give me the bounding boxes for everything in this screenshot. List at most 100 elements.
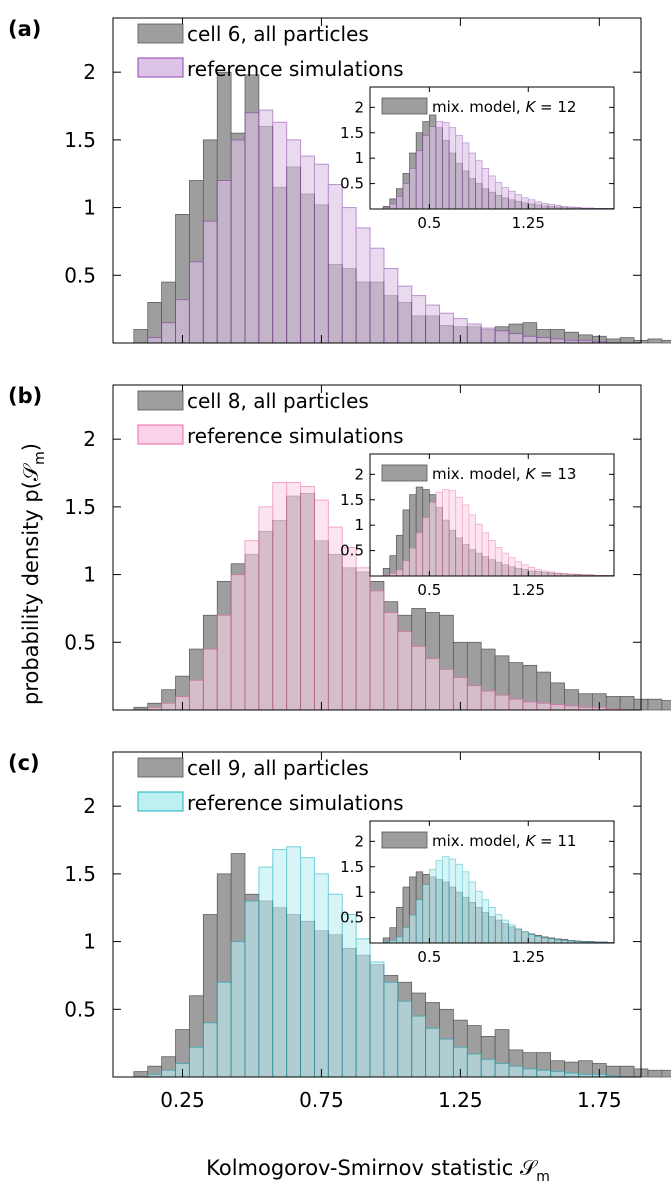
inset-reference-bars-bar xyxy=(468,881,476,944)
inset-reference-bars-bar xyxy=(435,860,443,944)
reference-bars-bar xyxy=(202,1022,218,1078)
empirical-bars-bar xyxy=(619,696,635,711)
inset-reference-bars-bar xyxy=(488,175,496,210)
reference-bars-bar xyxy=(466,323,482,344)
plot-frame xyxy=(112,17,642,344)
inset-y-tick-label: 1.5 xyxy=(340,858,364,876)
inset-reference-bars-bar xyxy=(429,501,437,577)
reference-bars-bar xyxy=(564,705,579,711)
reference-bars-bar xyxy=(369,961,385,1078)
reference-bars-bar xyxy=(327,184,343,344)
y-tick-label: 2 xyxy=(83,60,96,84)
inset-reference-bars-bar xyxy=(455,496,463,577)
plot-frame xyxy=(112,751,642,1078)
empirical-bars-bar xyxy=(661,700,671,711)
inset-reference-bars-bar xyxy=(402,927,410,944)
inset-reference-bars-bar xyxy=(409,547,417,577)
inset-y-tick-label: 1 xyxy=(354,883,364,901)
panel-label: (a) xyxy=(8,17,41,41)
inset-x-tick-label: 0.5 xyxy=(417,581,441,599)
inset: 0.5 1 1.5 2 0.5 1.25 mix. model, K = 12 xyxy=(340,86,615,232)
inset-reference-bars-bar xyxy=(435,491,443,577)
inset-reference-bars-bar xyxy=(455,863,463,944)
y-tick-label: 1.5 xyxy=(64,495,96,519)
inset-reference-bars-bar xyxy=(521,931,529,944)
reference-bars-bar xyxy=(230,941,246,1078)
reference-bars-bar xyxy=(397,1000,413,1078)
inset-y-tick-label: 1.5 xyxy=(340,491,364,509)
inset-reference-bars-bar xyxy=(415,899,424,944)
inset-reference-bars-bar xyxy=(396,569,404,577)
reference-bars-bar xyxy=(508,333,524,344)
inset-x-tick-label: 1.25 xyxy=(512,214,545,232)
reference-bars-bar xyxy=(300,155,315,344)
inset-reference-bars-bar xyxy=(475,890,483,944)
legend-swatch-reference xyxy=(137,57,184,78)
reference-bars-bar xyxy=(216,981,232,1078)
inset-y-tick-label: 1 xyxy=(354,149,364,167)
reference-bars-bar xyxy=(425,304,441,344)
inset-reference-bars-bar xyxy=(508,190,516,210)
inset-reference-bars-bar xyxy=(455,134,463,210)
inset-reference-bars-bar xyxy=(494,182,503,210)
reference-bars-bar xyxy=(383,612,399,711)
inset-reference-bars-bar xyxy=(409,914,417,944)
reference-bars-bar xyxy=(286,482,302,711)
inset-reference-bars-bar xyxy=(442,489,450,577)
inset-reference-bars-bar xyxy=(461,142,470,210)
reference-bars-bar xyxy=(480,690,496,711)
reference-bars-bar xyxy=(355,567,371,711)
reference-bars-bar xyxy=(341,547,357,711)
y-tick-label: 1 xyxy=(83,930,96,954)
empirical-bars-bar xyxy=(647,698,663,711)
inset-reference-bars-bar xyxy=(481,899,490,944)
reference-bars-bar xyxy=(439,1038,454,1078)
inset-reference-bars-bar xyxy=(442,122,450,210)
y-tick-label: 2 xyxy=(83,427,96,451)
legend-label-reference: reference simulations xyxy=(187,424,404,448)
reference-bars-bar xyxy=(411,645,427,711)
y-tick-label: 1 xyxy=(83,563,96,587)
inset-reference-bars-bar xyxy=(547,204,555,210)
inset-y-tick-label: 2 xyxy=(354,832,364,850)
inset-x-tick-label: 1.25 xyxy=(512,948,545,966)
reference-bars-bar xyxy=(522,701,538,711)
inset-reference-bars-bar xyxy=(409,167,417,210)
legend-swatch-empirical xyxy=(137,23,184,44)
reference-bars-bar xyxy=(425,1027,441,1078)
inset-reference-bars-bar xyxy=(514,194,523,210)
inset-reference-bars-bar xyxy=(554,205,562,210)
inset-legend-swatch xyxy=(381,464,428,482)
empirical-bars-bar xyxy=(647,1069,663,1078)
reference-bars xyxy=(147,846,621,1078)
reference-bars-bar xyxy=(244,900,260,1078)
reference-bars-bar xyxy=(536,1069,552,1078)
legend-label-empirical: cell 6, all particles xyxy=(187,22,369,46)
reference-bars-bar xyxy=(369,590,385,711)
x-axis-label: Kolmogorov-Smirnov statistic 𝒮m xyxy=(206,1156,550,1185)
reference-bars-bar xyxy=(161,702,177,711)
inset-reference-bars-bar xyxy=(508,924,516,944)
reference-bars-bar xyxy=(216,180,232,344)
inset-reference-bars-bar xyxy=(461,504,470,577)
inset-reference-bars-bar xyxy=(461,871,470,944)
inset-reference-bars xyxy=(382,121,615,210)
reference-bars-bar xyxy=(286,139,302,344)
inset-reference-bars-bar xyxy=(442,856,450,944)
inset-reference-bars-bar xyxy=(402,183,410,210)
inset-reference-bars-bar xyxy=(481,167,490,210)
inset-legend-label: mix. model, K = 12 xyxy=(432,98,576,116)
inset-reference-bars-bar xyxy=(448,127,457,210)
x-tick-label: 0.75 xyxy=(299,1088,344,1112)
inset-reference-bars-bar xyxy=(541,203,549,210)
inset-reference-bars-bar xyxy=(468,514,476,577)
inset-reference-bars-bar xyxy=(501,187,509,210)
empirical-bars-bar xyxy=(147,302,162,344)
inset-y-tick-label: 1 xyxy=(354,516,364,534)
reference-bars-bar xyxy=(550,704,566,711)
x-tick-label: 0.25 xyxy=(160,1088,205,1112)
reference-bars-bar xyxy=(536,702,552,711)
inset-y-tick-label: 0.5 xyxy=(340,909,364,927)
inset-reference-bars-bar xyxy=(488,540,496,577)
legend: cell 6, all particles reference simulatio… xyxy=(137,22,404,81)
